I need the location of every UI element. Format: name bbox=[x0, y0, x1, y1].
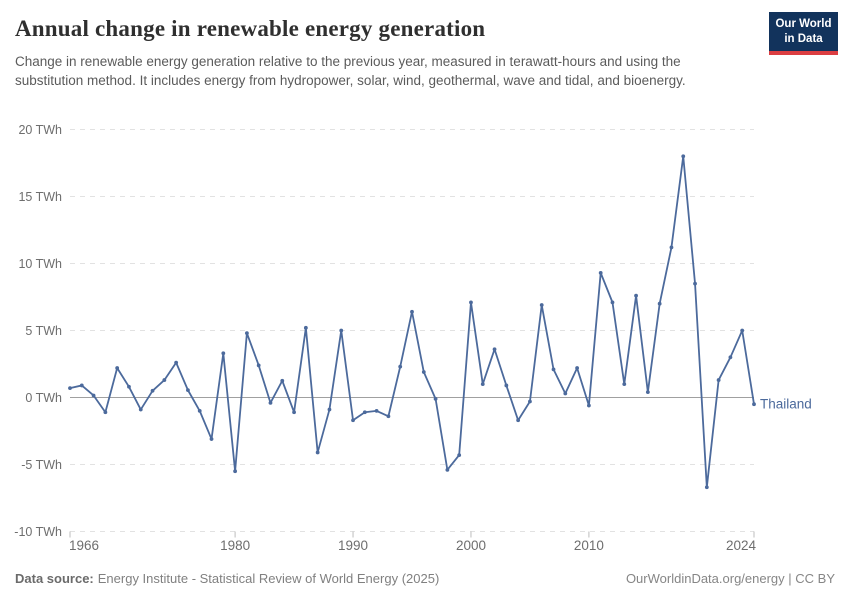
data-point-2004[interactable] bbox=[516, 418, 521, 423]
data-point-1976[interactable] bbox=[186, 388, 190, 393]
data-point-1985[interactable] bbox=[292, 410, 296, 415]
data-point-2018[interactable] bbox=[681, 154, 686, 159]
x-axis-tick-label: 2010 bbox=[574, 538, 604, 553]
data-point-2008[interactable] bbox=[563, 391, 568, 396]
data-point-1968[interactable] bbox=[91, 393, 96, 398]
x-axis-tick-label: 2024 bbox=[726, 538, 757, 553]
data-source-text: Energy Institute - Statistical Review of… bbox=[97, 571, 440, 586]
x-axis-tick-label: 1966 bbox=[69, 538, 99, 553]
data-point-1967[interactable] bbox=[79, 383, 84, 388]
y-axis-tick-label: 15 TWh bbox=[18, 190, 62, 204]
data-point-2019[interactable] bbox=[693, 281, 697, 286]
data-point-1980[interactable] bbox=[233, 469, 238, 474]
chart-subtitle: Change in renewable energy generation re… bbox=[15, 54, 686, 88]
data-point-2000[interactable] bbox=[469, 300, 473, 305]
data-point-1989[interactable] bbox=[339, 328, 344, 333]
data-point-1992[interactable] bbox=[374, 409, 379, 413]
x-axis-tick-label: 2000 bbox=[456, 538, 486, 553]
data-point-1988[interactable] bbox=[327, 407, 332, 412]
data-point-1966[interactable] bbox=[68, 386, 72, 391]
data-point-2002[interactable] bbox=[492, 347, 497, 352]
data-point-1983[interactable] bbox=[268, 400, 273, 405]
data-point-1981[interactable] bbox=[244, 331, 249, 336]
data-point-1993[interactable] bbox=[386, 414, 391, 419]
owid-logo-line2: in Data bbox=[784, 32, 823, 45]
data-point-1972[interactable] bbox=[138, 407, 143, 412]
data-point-2023[interactable] bbox=[740, 328, 745, 333]
series-end-label[interactable]: Thailand bbox=[760, 397, 812, 412]
data-point-2014[interactable] bbox=[634, 293, 638, 298]
x-axis-tick-label: 1980 bbox=[220, 538, 250, 553]
data-point-1982[interactable] bbox=[256, 363, 261, 368]
chart-header: Annual change in renewable energy genera… bbox=[15, 16, 755, 90]
data-point-1997[interactable] bbox=[433, 396, 438, 401]
y-axis-tick-label: 10 TWh bbox=[18, 257, 62, 271]
data-point-2011[interactable] bbox=[598, 270, 603, 275]
data-point-2013[interactable] bbox=[622, 382, 627, 386]
data-point-2007[interactable] bbox=[551, 367, 556, 372]
data-point-1998[interactable] bbox=[445, 467, 450, 472]
data-point-2017[interactable] bbox=[669, 245, 674, 250]
data-point-1977[interactable] bbox=[197, 409, 202, 413]
data-point-1978[interactable] bbox=[209, 437, 214, 441]
y-axis-tick-label: -5 TWh bbox=[21, 458, 62, 472]
y-axis-tick-label: 0 TWh bbox=[25, 391, 62, 405]
data-point-2005[interactable] bbox=[528, 399, 532, 404]
x-axis-tick-label: 1990 bbox=[338, 538, 368, 553]
data-point-2012[interactable] bbox=[610, 300, 615, 305]
data-point-2010[interactable] bbox=[586, 403, 591, 408]
data-point-2009[interactable] bbox=[575, 366, 580, 370]
y-axis-tick-label: 20 TWh bbox=[18, 123, 62, 137]
data-point-1990[interactable] bbox=[351, 418, 355, 423]
y-axis-tick-label: 5 TWh bbox=[25, 324, 62, 338]
data-point-2021[interactable] bbox=[716, 378, 721, 382]
license-link[interactable]: OurWorldinData.org/energy | CC BY bbox=[625, 571, 835, 586]
data-point-2001[interactable] bbox=[480, 382, 485, 386]
data-source-note: Data source: Energy Institute - Statistic… bbox=[15, 571, 439, 586]
data-point-2022[interactable] bbox=[728, 355, 733, 360]
data-point-1996[interactable] bbox=[421, 370, 426, 374]
data-point-1986[interactable] bbox=[303, 325, 308, 330]
owid-logo-line1: Our World bbox=[775, 17, 832, 30]
data-point-1970[interactable] bbox=[115, 366, 120, 370]
data-point-2020[interactable] bbox=[704, 485, 709, 490]
data-point-1991[interactable] bbox=[362, 410, 367, 415]
y-axis-tick-label: -10 TWh bbox=[14, 525, 62, 539]
data-point-1974[interactable] bbox=[162, 378, 167, 382]
data-point-2015[interactable] bbox=[645, 390, 650, 395]
data-point-1973[interactable] bbox=[150, 388, 155, 393]
data-point-1975[interactable] bbox=[174, 360, 179, 365]
data-point-1971[interactable] bbox=[127, 384, 131, 389]
data-point-2016[interactable] bbox=[657, 301, 662, 306]
data-point-1987[interactable] bbox=[315, 450, 320, 455]
data-point-1979[interactable] bbox=[221, 351, 226, 356]
owid-logo[interactable]: Our World in Data bbox=[769, 12, 838, 55]
chart-footer: Data source: Energy Institute - Statistic… bbox=[15, 571, 835, 586]
data-point-1999[interactable] bbox=[457, 453, 462, 458]
data-source-label: Data source: bbox=[15, 571, 94, 586]
data-point-1994[interactable] bbox=[398, 364, 403, 369]
series-line-thailand[interactable] bbox=[69, 155, 755, 489]
data-point-1995[interactable] bbox=[410, 309, 414, 314]
data-point-1969[interactable] bbox=[103, 410, 108, 415]
data-point-2003[interactable] bbox=[504, 383, 509, 388]
chart-title: Annual change in renewable energy genera… bbox=[15, 16, 486, 41]
data-point-2006[interactable] bbox=[539, 303, 544, 307]
data-point-2024[interactable] bbox=[752, 402, 756, 407]
data-point-1984[interactable] bbox=[280, 378, 285, 383]
